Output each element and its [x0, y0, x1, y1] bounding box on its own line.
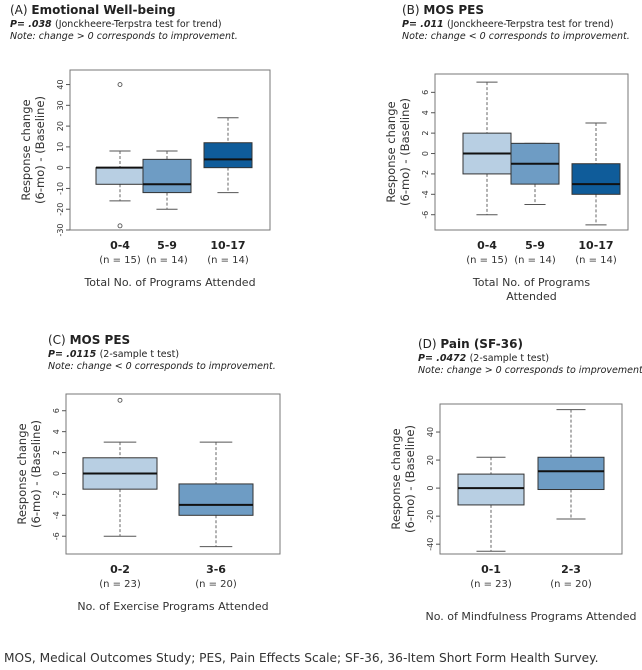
panel-3-xlabel: No. of Exercise Programs Attended [77, 600, 268, 613]
panel-2-n-label: (n = 15) [466, 255, 508, 266]
panel-2-n-label: (n = 14) [514, 255, 556, 266]
panel-2-ytick-label: 0 [421, 151, 430, 156]
panel-4-ylabel: Response change [389, 428, 403, 529]
panel-3-title: (C) MOS PES [48, 333, 130, 347]
panel-1-title: (A) Emotional Well-being [10, 3, 176, 17]
panel-1-ytick-label: -10 [56, 182, 65, 195]
panel-3-plot-frame [65, 393, 281, 555]
panel-2-pvalue: P= .011 (Jonckheere-Terpstra test for tr… [402, 19, 614, 30]
panel-4-plot-frame [439, 403, 623, 555]
panel-2-ytick-label: -4 [421, 190, 430, 198]
panel-3-ytick-label: -4 [52, 511, 61, 519]
panel-4-title: (D) Pain (SF-36) [418, 337, 523, 351]
panel-2-box-10-17 [571, 163, 621, 195]
panel-1-ytick-label: 30 [56, 100, 65, 110]
panel-2-ytick-label: 2 [421, 131, 430, 136]
panel-1-category-label: 0-4 [110, 239, 130, 252]
panel-3-ytick-label: -6 [52, 532, 61, 540]
panel-2-note: Note: change < 0 corresponds to improvem… [402, 31, 630, 42]
panel-1-plot-frame [69, 69, 271, 231]
panel-2-category-label: 10-17 [578, 239, 613, 252]
panel-3-category-label: 3-6 [206, 563, 226, 576]
panel-4-ylabel: (6-mo) - (Baseline) [403, 425, 417, 533]
panel-4-box-0-1 [457, 473, 525, 506]
panel-4-note: Note: change > 0 corresponds to improvem… [418, 365, 642, 376]
panel-2-ytick-label: 4 [421, 110, 430, 115]
panel-4-box-2-3 [537, 456, 605, 491]
panel-2-ylabel: (6-mo) - (Baseline) [398, 98, 412, 206]
panel-1-ytick-label: 0 [56, 165, 65, 170]
panel-4-category-label: 0-1 [481, 563, 501, 576]
panel-4-xlabel: No. of Mindfulness Programs Attended [425, 610, 636, 623]
panel-2-xlabel: Total No. of Programs [472, 276, 590, 289]
panel-1-n-label: (n = 14) [146, 255, 188, 266]
panel-4-ytick-label: -20 [426, 510, 435, 523]
figure-footnote: MOS, Medical Outcomes Study; PES, Pain E… [4, 651, 599, 665]
panel-2-n-label: (n = 14) [575, 255, 617, 266]
panel-3-ylabel: Response change [15, 423, 29, 524]
panel-4-ytick-label: 0 [426, 486, 435, 491]
panel-3-ytick-label: 4 [52, 429, 61, 434]
panel-1-ytick-label: 10 [56, 142, 65, 152]
panel-2-ytick-label: -2 [421, 170, 430, 178]
panel-1-ytick-label: -20 [56, 203, 65, 216]
panel-3-outlier [117, 397, 123, 403]
panel-2-xlabel: Attended [506, 290, 556, 303]
panel-4-pvalue: P= .0472 (2-sample t test) [418, 353, 549, 364]
panel-4-category-label: 2-3 [561, 563, 581, 576]
panel-4-n-label: (n = 23) [470, 579, 512, 590]
panel-2-title: (B) MOS PES [402, 3, 484, 17]
panel-1-outlier [117, 82, 123, 87]
panel-4-ytick-label: -40 [426, 538, 435, 551]
panel-2-ytick-label: 6 [421, 90, 430, 95]
panel-1-category-label: 5-9 [157, 239, 177, 252]
panel-3-ytick-label: 2 [52, 450, 61, 455]
panel-3-n-label: (n = 20) [195, 579, 237, 590]
panel-1-ytick-label: 20 [56, 121, 65, 131]
panel-2-plot-frame [434, 73, 629, 231]
panel-4-ytick-label: 40 [426, 427, 435, 437]
panel-3-ylabel: (6-mo) - (Baseline) [29, 420, 43, 528]
panel-1-outlier [117, 223, 123, 229]
panel-2-ytick-label: -6 [421, 211, 430, 219]
panel-3-pvalue: P= .0115 (2-sample t test) [48, 349, 179, 360]
panel-3-box-3-6 [178, 483, 254, 516]
panel-1-pvalue: P= .038 (Jonckheere-Terpstra test for tr… [10, 19, 222, 30]
panel-4-n-label: (n = 20) [550, 579, 592, 590]
panel-3-ytick-label: 0 [52, 471, 61, 476]
panel-1-box-0-4 [95, 167, 145, 185]
panel-1-note: Note: change > 0 corresponds to improvem… [10, 31, 238, 42]
panel-1-ytick-label: -30 [56, 223, 65, 236]
panel-4-ytick-label: 20 [426, 455, 435, 465]
panel-3-ytick-label: 6 [52, 408, 61, 413]
panel-2-category-label: 0-4 [477, 239, 497, 252]
panel-3-category-label: 0-2 [110, 563, 130, 576]
panel-1-n-label: (n = 14) [207, 255, 249, 266]
panel-3-ytick-label: -2 [52, 490, 61, 498]
panel-1-box-10-17 [203, 142, 253, 169]
panel-2-ylabel: Response change [384, 101, 398, 202]
panel-1-category-label: 10-17 [210, 239, 245, 252]
panel-3-n-label: (n = 23) [99, 579, 141, 590]
panel-1-box-5-9 [142, 158, 192, 194]
panel-2-category-label: 5-9 [525, 239, 545, 252]
panel-1-ylabel: (6-mo) - (Baseline) [33, 96, 47, 204]
panel-1-ylabel: Response change [19, 99, 33, 200]
panel-1-xlabel: Total No. of Programs Attended [83, 276, 255, 289]
panel-3-note: Note: change < 0 corresponds to improvem… [48, 361, 276, 372]
panel-1-n-label: (n = 15) [99, 255, 141, 266]
panel-1-ytick-label: 40 [56, 79, 65, 89]
